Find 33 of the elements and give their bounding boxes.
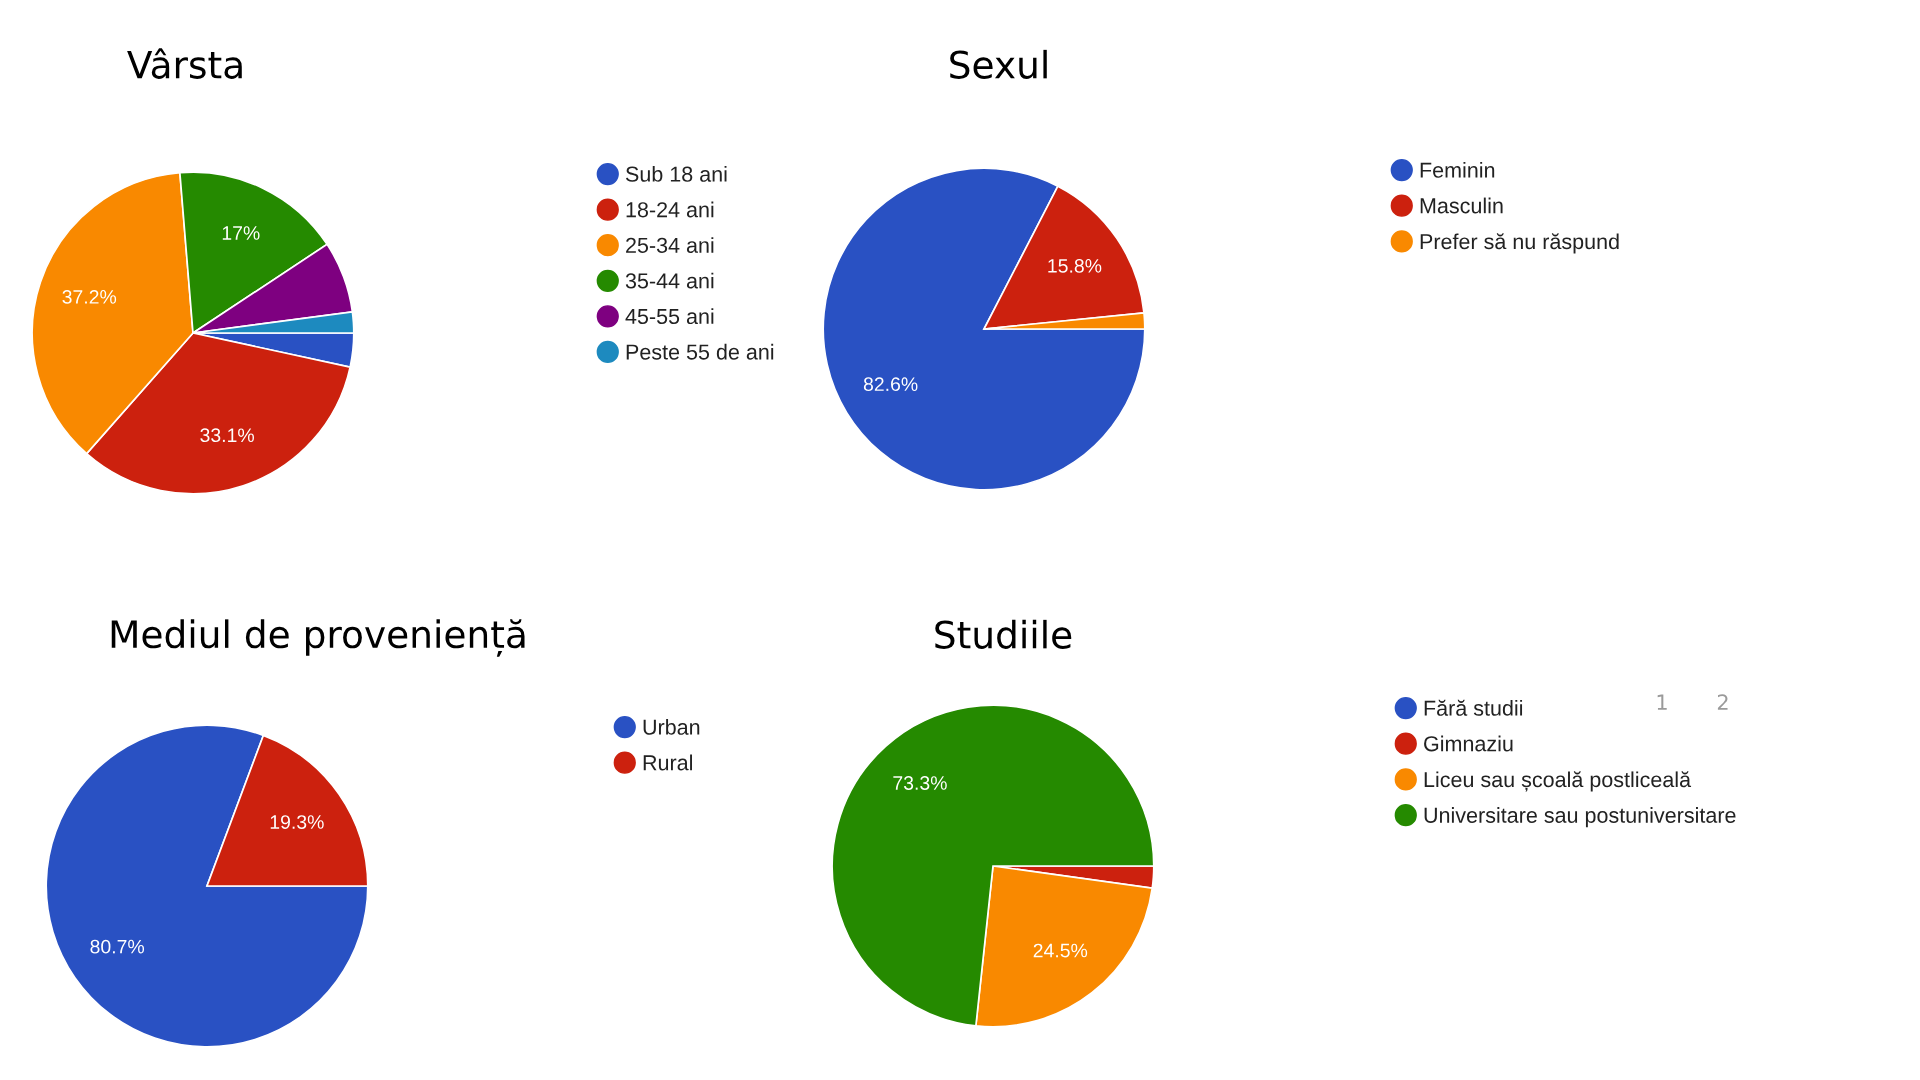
chart-title: Vârsta <box>127 48 242 79</box>
legend-label: Prefer să nu răspund <box>1420 233 1619 254</box>
legend-label: Liceu sau școală postliceală <box>1424 771 1692 792</box>
data-label: 80.7% <box>90 939 145 954</box>
legend-label: Universitare sau postuniversitare <box>1424 807 1736 828</box>
data-label: 37.2% <box>62 290 117 304</box>
legend-label: Gimnaziu <box>1424 735 1513 752</box>
legend-label: Masculin <box>1420 197 1503 214</box>
legend-label: 25-34 ani <box>626 237 714 253</box>
chart-title: Sexul <box>950 49 1047 79</box>
pie-slice <box>45 724 369 1048</box>
legend-label: Feminin <box>1420 162 1495 178</box>
legend-label: Fără studii <box>1424 699 1523 716</box>
legend-label: 45-55 ani <box>625 308 714 325</box>
legend-label: Urban <box>643 719 700 735</box>
legend-label: Peste 55 de ani <box>626 343 774 360</box>
legend-label: 18-24 ani <box>626 201 714 218</box>
legend-label: Rural <box>643 754 692 771</box>
data-label: 17% <box>222 226 260 240</box>
pie-slice <box>831 704 1155 1027</box>
legend-label: 35-44 ani <box>625 272 714 289</box>
data-label: 33.1% <box>200 428 254 443</box>
data-label: 82.6% <box>863 377 918 392</box>
text: 1 <box>1657 694 1667 710</box>
data-label: 24.5% <box>1033 943 1088 958</box>
data-label: 15.8% <box>1048 259 1102 273</box>
data-label: 19.3% <box>270 815 324 829</box>
pie-slice <box>822 167 1146 491</box>
chart-title: Studiile <box>935 619 1072 649</box>
chart-title: Mediul de proveniență <box>111 619 525 657</box>
legend-label: Sub 18 ani <box>625 166 727 182</box>
text: 2 <box>1717 694 1728 710</box>
data-label: 73.3% <box>893 776 947 790</box>
